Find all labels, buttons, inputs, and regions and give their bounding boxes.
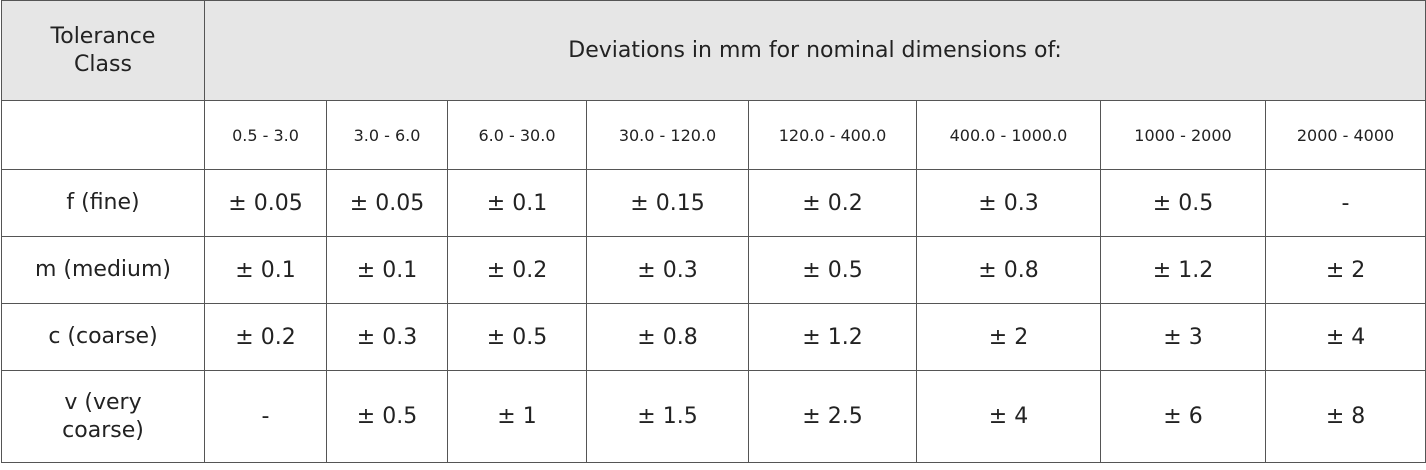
data-row: c (coarse) ± 0.2 ± 0.3 ± 0.5 ± 0.8 ± 1.2 ± 2 ± …	[1, 303, 1426, 371]
class-label: f (fine)	[66, 190, 140, 216]
value-cell: ± 2	[1264, 236, 1426, 304]
value-cell: ± 0.5	[447, 303, 587, 371]
value-cell: ± 1.5	[586, 370, 749, 463]
value-cell: ± 0.8	[586, 303, 749, 371]
data-row: v (very coarse) - ± 0.5 ± 1 ± 1.5 ± 2.5 ± 4 ± 6…	[1, 370, 1426, 463]
value-cell: ± 0.05	[326, 169, 448, 237]
empty-cell	[1, 100, 205, 170]
header-cell: Tolerance Class	[1, 0, 205, 101]
data-row: f (fine) ± 0.05 ± 0.05 ± 0.1 ± 0.15 ± 0.2 ± 0.…	[1, 169, 1426, 237]
class-cell: f (fine)	[1, 169, 205, 237]
value-cell: ± 1.2	[1100, 236, 1266, 304]
class-label: c (coarse)	[48, 324, 158, 350]
range-cell: 3.0 - 6.0	[326, 100, 448, 170]
value-cell: ± 8	[1264, 370, 1426, 463]
range-cell: 30.0 - 120.0	[586, 100, 749, 170]
class-cell: v (very coarse)	[1, 370, 205, 463]
value-cell: ± 0.2	[748, 169, 917, 237]
class-label: m (medium)	[34, 257, 171, 283]
value-cell: ± 4	[1264, 303, 1426, 371]
data-row: m (medium) ± 0.1 ± 0.1 ± 0.2 ± 0.3 ± 0.5 ± 0.8…	[1, 236, 1426, 304]
value-cell: ± 1.2	[748, 303, 917, 371]
value-cell: ± 0.2	[204, 303, 327, 371]
value-cell: ± 0.8	[916, 236, 1101, 304]
value-cell: ± 0.5	[326, 370, 448, 463]
header-text: Tolerance Class	[50, 24, 156, 77]
value-cell: -	[204, 370, 327, 463]
class-label: v (very coarse)	[62, 390, 144, 443]
value-cell: ± 0.05	[204, 169, 327, 237]
value-cell: ± 0.3	[586, 236, 749, 304]
value-cell: ± 2	[916, 303, 1101, 371]
value-cell: ± 0.3	[916, 169, 1101, 237]
value-cell: ± 0.3	[326, 303, 448, 371]
value-cell: ± 4	[916, 370, 1101, 463]
class-cell: c (coarse)	[1, 303, 205, 371]
value-cell: ± 0.2	[447, 236, 587, 304]
range-cell: 0.5 - 3.0	[204, 100, 327, 170]
range-cell: 400.0 - 1000.0	[916, 100, 1101, 170]
value-cell: ± 2.5	[748, 370, 917, 463]
value-cell: ± 3	[1100, 303, 1266, 371]
value-cell: ± 0.1	[447, 169, 587, 237]
range-row: 0.5 - 3.0 3.0 - 6.0 6.0 - 30.0 30.0 - 120.0…	[1, 100, 1426, 170]
range-cell: 120.0 - 400.0	[748, 100, 917, 170]
header-row: Tolerance Class Deviations in mm for nom…	[1, 0, 1426, 101]
range-cell: 2000 - 4000	[1264, 100, 1426, 170]
class-cell: m (medium)	[1, 236, 205, 304]
value-cell: ± 0.5	[748, 236, 917, 304]
range-cell: 1000 - 2000	[1100, 100, 1266, 170]
value-cell: ± 0.1	[204, 236, 327, 304]
value-cell: ± 1	[447, 370, 587, 463]
header-cell: Deviations in mm for nominal dimensions …	[203, 0, 1426, 101]
value-cell: ± 6	[1100, 370, 1266, 463]
value-cell: ± 0.5	[1100, 169, 1266, 237]
value-cell: ± 0.15	[586, 169, 749, 237]
value-cell: ± 0.1	[326, 236, 448, 304]
value-cell: -	[1264, 169, 1426, 237]
range-cell: 6.0 - 30.0	[447, 100, 587, 170]
